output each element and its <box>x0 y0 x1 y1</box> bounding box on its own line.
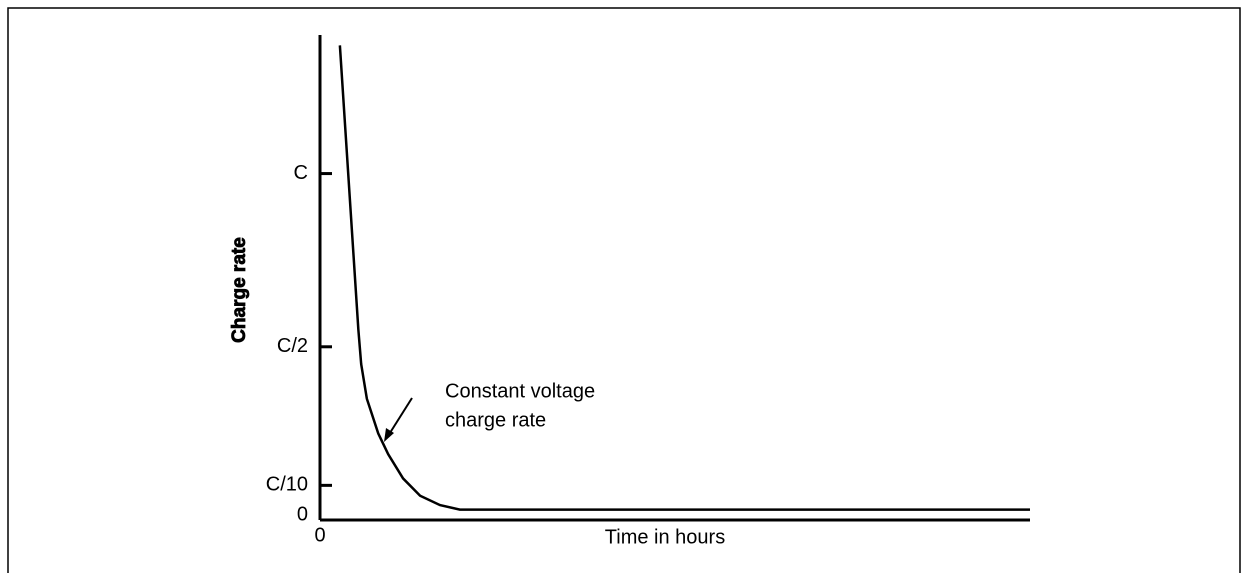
y-tick-label: C <box>294 162 308 184</box>
annotation: Constant voltage <box>445 380 595 402</box>
arrow-head <box>384 428 394 442</box>
y-tick-label: 0 <box>297 503 308 525</box>
y-tick-label: C/2 <box>277 335 308 357</box>
x-axis-label: Time in hours <box>605 526 725 548</box>
frame <box>7 7 1241 573</box>
annotation-arrow <box>387 397 413 437</box>
x-tick-label: 0 <box>314 524 325 546</box>
y-tick-label: C/10 <box>266 474 308 496</box>
y-axis-label: Charge rate <box>229 237 250 343</box>
line <box>338 45 1030 511</box>
annotation: charge rate <box>445 409 546 431</box>
